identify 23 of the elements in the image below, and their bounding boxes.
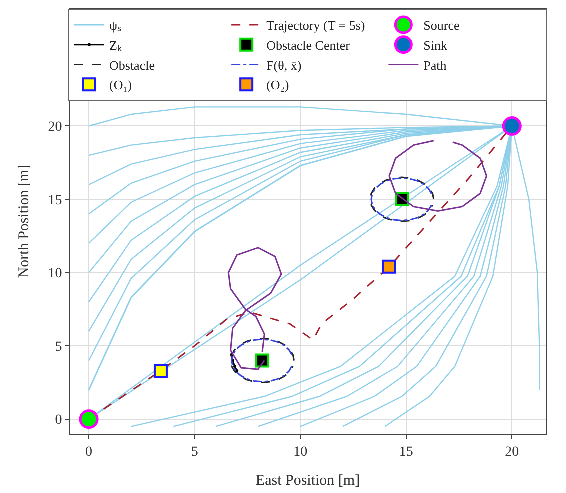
x-tick-label: 10	[294, 444, 308, 460]
legend-label: ψₛ	[110, 18, 122, 34]
legend-label: F(θ, x̄)	[266, 58, 302, 73]
y-tick-label: 10	[48, 266, 62, 282]
legend-label: (O₂)	[266, 78, 290, 93]
y-tick-label: 5	[55, 340, 62, 355]
legend-label: Sink	[424, 38, 448, 53]
x-tick-label: 15	[399, 444, 414, 460]
y-axis-title: North Position [m]	[16, 164, 32, 278]
y-tick-label: 0	[55, 413, 62, 428]
legend-label: Trajectory (T = 5s)	[266, 18, 366, 34]
legend-label: Obstacle Center	[266, 38, 351, 53]
x-tick-label: 5	[191, 444, 198, 460]
legend-label: (O₁)	[110, 78, 132, 93]
legend-label: Obstacle	[110, 58, 156, 73]
legend-label: Source	[424, 18, 460, 34]
x-tick-label: 20	[505, 444, 520, 460]
x-tick-label: 0	[86, 444, 93, 460]
legend-label: Zₖ	[110, 38, 122, 53]
x-axis-title: East Position [m]	[256, 472, 360, 489]
legend-label: Path	[424, 58, 448, 73]
y-tick-label: 15	[48, 193, 62, 208]
y-tick-label: 20	[48, 120, 62, 136]
